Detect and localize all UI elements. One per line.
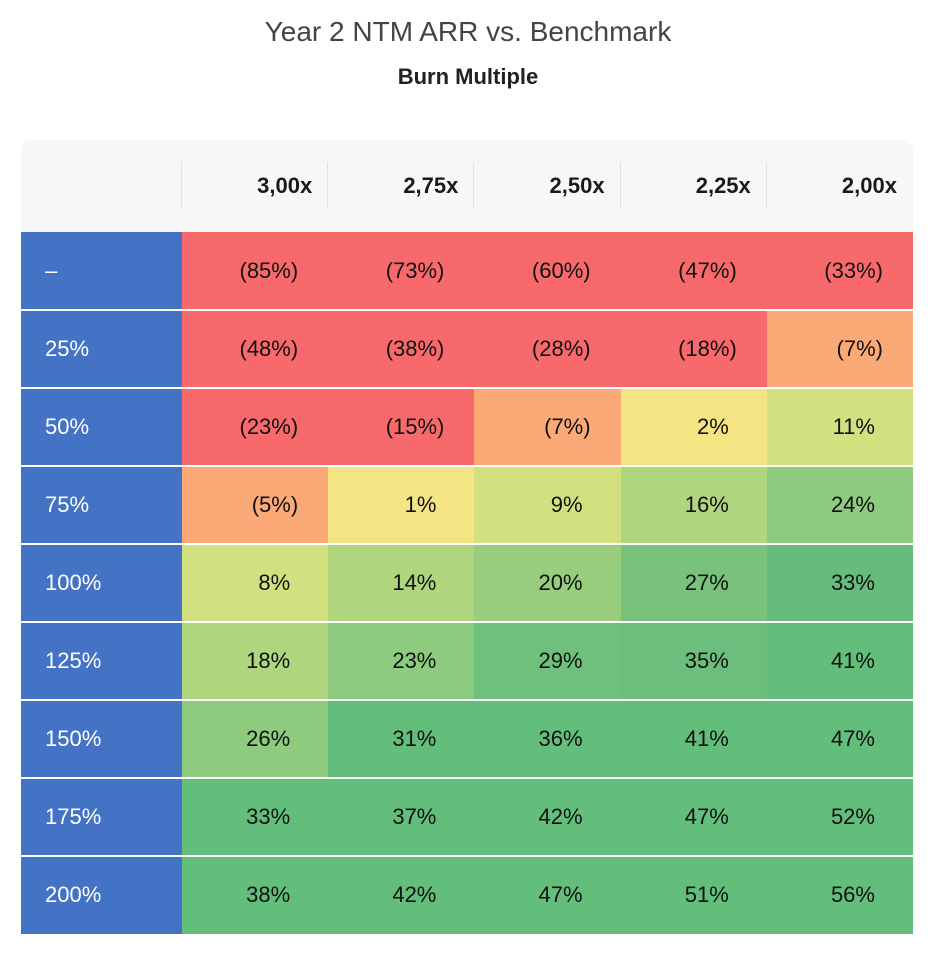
column-header-divider [327,162,329,208]
heatmap-cell: 1% [328,466,475,544]
heatmap-cell: 52% [766,778,913,856]
row-header: 50% [21,388,182,466]
heatmap-cell: (5%) [182,466,329,544]
heatmap-cell: 47% [766,700,913,778]
row-header: 25% [21,310,182,388]
column-header: 2,25x [695,173,751,198]
column-header: 2,75x [403,173,459,198]
row-divider [21,543,913,545]
row-header: 100% [21,544,182,622]
row-header: 175% [21,778,182,856]
heatmap-cell: 42% [328,856,475,934]
heatmap-cell: 42% [474,778,621,856]
heatmap-cell: 47% [620,778,767,856]
chart-title: Year 2 NTM ARR vs. Benchmark [264,16,672,47]
heatmap-cell: 8% [182,544,329,622]
column-header-divider [765,162,767,208]
heatmap-cell: (73%) [328,232,475,310]
heatmap-cell: (23%) [182,388,329,466]
column-header: 2,00x [841,173,897,198]
row-header: 75% [21,466,182,544]
column-header: 3,00x [257,173,313,198]
heatmap-cell: (7%) [474,388,621,466]
row-divider [21,465,913,467]
heatmap-cell: 31% [328,700,475,778]
row-divider [21,621,913,623]
row-divider [21,777,913,779]
heatmap-cell: 51% [620,856,767,934]
row-header: 200% [21,856,182,934]
column-header: 2,50x [549,173,605,198]
row-divider [21,309,913,311]
heatmap-cell: (48%) [182,310,329,388]
heatmap-cell: 35% [620,622,767,700]
column-header-divider [181,162,182,208]
heatmap-cell: 23% [328,622,475,700]
heatmap-cell: 16% [620,466,767,544]
heatmap-cell: 41% [620,700,767,778]
heatmap-cell: (85%) [182,232,329,310]
heatmap-cell: (38%) [328,310,475,388]
row-divider [21,387,913,389]
heatmap-cell: 56% [766,856,913,934]
heatmap-cell: (18%) [620,310,767,388]
heatmap-cell: 36% [474,700,621,778]
heatmap-cell: 33% [182,778,329,856]
heatmap-cell: (7%) [766,310,913,388]
heatmap-table: 3,00x 2,75x 2,50x 2,25x 2,00x – (85%) (73%) (60… [21,140,913,934]
heatmap-cell: 37% [328,778,475,856]
column-header-divider [619,162,621,208]
heatmap-cell: 47% [474,856,621,934]
heatmap-cell: (60%) [474,232,621,310]
row-header: 150% [21,700,182,778]
heatmap-cell: 26% [182,700,329,778]
heatmap-cell: 27% [620,544,767,622]
heatmap-cell: (47%) [620,232,767,310]
row-divider [21,855,913,857]
column-header-row: 3,00x 2,75x 2,50x 2,25x 2,00x [21,140,913,232]
heatmap-cell: 2% [620,388,767,466]
heatmap-grid: – (85%) (73%) (60%) (47%) (33%) 25% (48%) (38%)(… [21,232,913,934]
heatmap-cell: 9% [474,466,621,544]
row-divider [21,699,913,701]
row-header: – [21,232,182,310]
heatmap-cell: 14% [328,544,475,622]
heatmap-cell: (15%) [328,388,475,466]
heatmap-cell: 33% [766,544,913,622]
heatmap-cell: 24% [766,466,913,544]
heatmap-cell: 20% [474,544,621,622]
row-header: 125% [21,622,182,700]
heatmap-cell: 29% [474,622,621,700]
heatmap-cell: (28%) [474,310,621,388]
column-header-divider [473,162,475,208]
heatmap-cell: 38% [182,856,329,934]
chart-subtitle: Burn Multiple [397,64,539,89]
heatmap-cell: 41% [766,622,913,700]
heatmap-cell: 11% [766,388,913,466]
heatmap-cell: (33%) [766,232,913,310]
heatmap-cell: 18% [182,622,329,700]
